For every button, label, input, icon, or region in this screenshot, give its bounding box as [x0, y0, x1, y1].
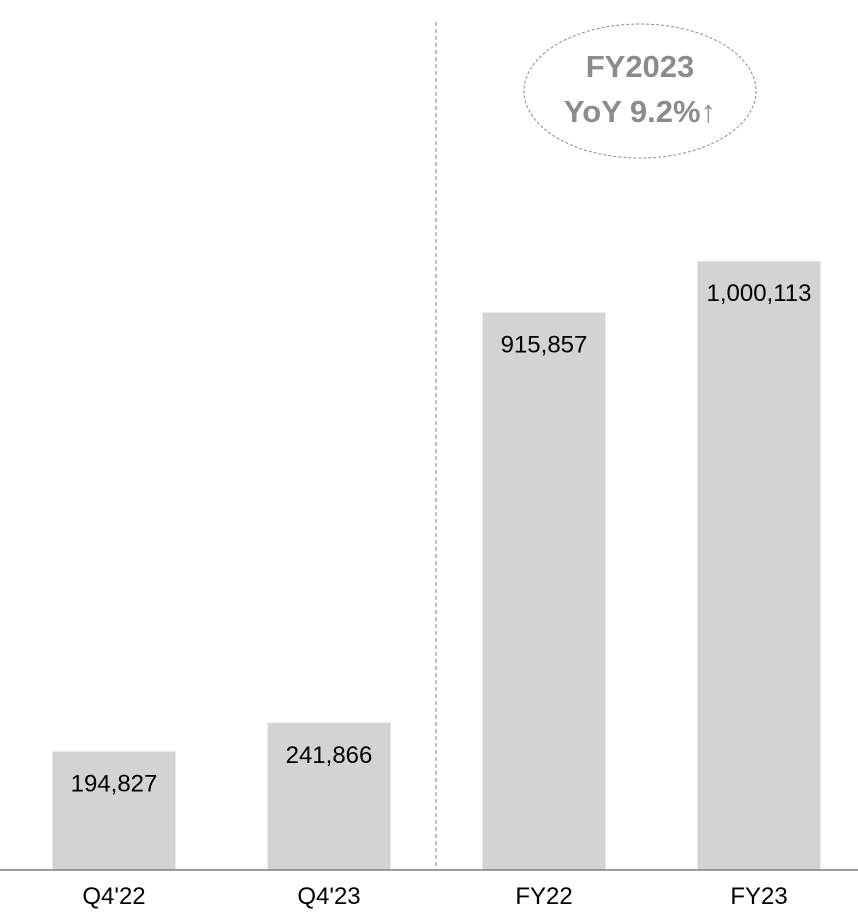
- value-label-3: 1,000,113: [707, 280, 812, 307]
- value-label-2: 915,857: [501, 332, 588, 359]
- value-labels-group: 194,827 241,866 915,857 1,000,113: [71, 280, 812, 797]
- callout-line-2: YoY 9.2%↑: [564, 94, 716, 129]
- yoy-callout: FY2023 YoY 9.2%↑: [523, 23, 757, 159]
- value-label-1: 241,866: [286, 742, 373, 769]
- bar-2: [482, 312, 606, 870]
- category-label-2: FY22: [515, 883, 572, 910]
- callout-line-1: FY2023: [586, 49, 695, 84]
- bars-group: [52, 261, 821, 870]
- bar-3: [697, 261, 821, 870]
- callout-ellipse: [523, 23, 757, 159]
- category-label-0: Q4'22: [82, 883, 145, 910]
- category-labels-group: Q4'22 Q4'23 FY22 FY23: [82, 883, 787, 910]
- category-label-1: Q4'23: [297, 883, 360, 910]
- bar-1: [267, 722, 391, 870]
- bar-0: [52, 751, 176, 870]
- category-label-3: FY23: [730, 883, 787, 910]
- value-label-0: 194,827: [71, 770, 158, 797]
